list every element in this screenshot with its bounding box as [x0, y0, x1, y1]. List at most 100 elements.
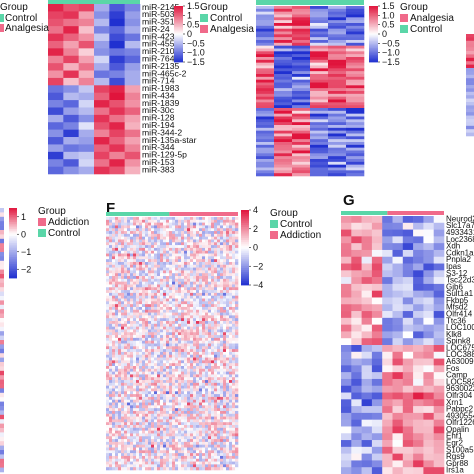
heatmap-cell: [175, 309, 179, 313]
heatmap-cell: [235, 228, 239, 232]
heatmap-cell: [220, 363, 224, 367]
heatmap-cell: [292, 74, 311, 78]
heatmap-cell: [106, 427, 110, 431]
heatmap-cell: [109, 295, 113, 299]
heatmap-cell: [112, 380, 116, 384]
scale-1-gradient-step: [174, 35, 183, 38]
heatmap-cell: [229, 377, 233, 381]
heatmap-cell: [292, 119, 311, 123]
heatmap-cell: [175, 250, 179, 254]
heatmap-cell: [310, 99, 329, 103]
heatmap-cell: [112, 351, 116, 356]
heatmap-cell: [184, 301, 188, 305]
heatmap-cell: [202, 354, 206, 358]
heatmap-cell: [196, 354, 200, 358]
heatmap-cell: [202, 349, 206, 353]
heatmap-cell: [169, 219, 173, 223]
heatmap-cell: [226, 261, 230, 266]
heatmap-cell: [142, 402, 146, 406]
heatmap-cell: [109, 77, 125, 86]
heatmap-cell: [0, 348, 4, 354]
heatmap-cell: [94, 166, 110, 175]
heatmap-cell: [433, 243, 445, 251]
heatmap-cell: [232, 321, 236, 325]
scale-1-gradient-step: [174, 11, 183, 14]
heatmap-cell: [145, 439, 149, 443]
heatmap-cell: [211, 391, 215, 395]
heatmap-cell: [232, 281, 236, 285]
heatmap-cell: [229, 363, 233, 367]
heatmap-cell: [187, 422, 191, 426]
heatmap-cell: [139, 295, 143, 299]
heatmap-cell: [148, 335, 152, 339]
heatmap-cell: [235, 360, 239, 364]
heatmap-cell: [196, 323, 200, 327]
heatmap-cell: [145, 239, 149, 243]
heatmap-cell: [181, 360, 185, 364]
heatmap-cell: [341, 263, 352, 271]
heatmap-cell: [402, 324, 414, 332]
heatmap-cell: [328, 91, 347, 95]
heatmap-cell: [154, 329, 158, 333]
heatmap-cell: [217, 444, 221, 448]
legend-fragment-swatch: [0, 24, 4, 32]
scale-3-tick-label: 0: [21, 229, 26, 239]
group-annotation-bar: [48, 0, 140, 4]
heatmap-cell: [142, 363, 146, 367]
heatmap-cell: [423, 311, 434, 319]
heatmap-cell: [106, 453, 110, 457]
heatmap-cell: [184, 284, 188, 288]
heatmap-cell: [223, 228, 227, 232]
heatmap-cell: [208, 357, 212, 361]
heatmap-cell: [208, 425, 212, 429]
heatmap-cell: [220, 335, 224, 339]
heatmap-cell: [48, 151, 64, 160]
heatmap-cell: [118, 242, 122, 246]
heatmap-cell: [175, 259, 179, 263]
heatmap-cell: [160, 321, 164, 325]
heatmap-cell: [214, 368, 218, 372]
heatmap-cell: [172, 273, 176, 277]
heatmap-cell: [208, 413, 212, 417]
heatmap-cell: [118, 365, 122, 370]
heatmap-cell: [202, 236, 206, 240]
heatmap-cell: [175, 298, 179, 302]
heatmap-cell: [217, 259, 221, 263]
heatmap-cell: [121, 422, 125, 426]
heatmap-cell: [205, 365, 209, 370]
heatmap-cell: [133, 233, 137, 237]
heatmap-cell: [130, 410, 134, 415]
heatmap-cell: [328, 25, 347, 29]
heatmap-cell: [118, 337, 122, 341]
heatmap-cell: [124, 335, 128, 339]
heatmap-cell: [109, 273, 113, 277]
color-scale-legend-2: 1.51.00.50−0.5−1.0−1.5: [369, 1, 400, 67]
heatmap-cell: [157, 385, 161, 389]
heatmap-cell: [328, 8, 347, 12]
heatmap-cell: [154, 335, 158, 339]
heatmap-cell: [142, 419, 146, 423]
heatmap-cell: [190, 242, 194, 246]
heatmap-cell: [175, 270, 179, 274]
heatmap-cell: [136, 453, 140, 457]
heatmap-cell: [109, 360, 113, 364]
heatmap-cell: [112, 444, 116, 448]
heatmap-cell: [196, 394, 200, 398]
heatmap-cell: [106, 281, 110, 285]
heatmap-cell: [169, 464, 173, 468]
heatmap-cell: [136, 419, 140, 423]
heatmap-cell: [118, 225, 122, 229]
heatmap-cell: [235, 253, 239, 257]
heatmap-cell: [193, 281, 197, 285]
heatmap-cell: [112, 377, 116, 381]
heatmap-cell: [310, 68, 329, 72]
heatmap-cell: [130, 276, 134, 280]
heatmap-cell: [199, 447, 203, 451]
heatmap-cell: [109, 318, 113, 322]
heatmap-cell: [211, 264, 215, 268]
scale-1-gradient-step: [174, 27, 183, 29]
heatmap-cell: [211, 467, 215, 471]
heatmap-cell: [127, 388, 131, 392]
heatmap-cell: [124, 450, 128, 454]
heatmap-cell: [175, 396, 179, 401]
